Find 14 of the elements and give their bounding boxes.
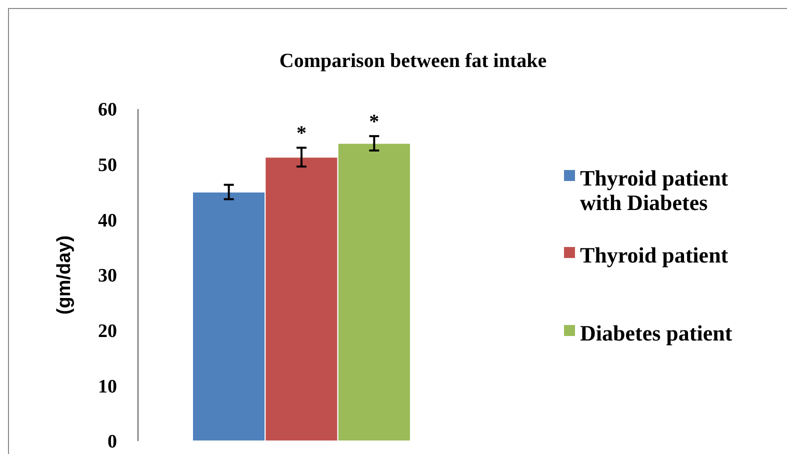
y-tick-label: 60 (98, 100, 117, 121)
legend-label: Thyroid patient with Diabetes (580, 166, 729, 215)
y-axis-title: (gm/day) (54, 235, 75, 315)
chart-title: Comparison between fat intake (279, 50, 547, 72)
data-label: * (296, 122, 306, 145)
y-tick-label: 50 (98, 154, 117, 176)
legend-label: Diabetes patient (580, 320, 733, 346)
y-tick-label: 40 (98, 210, 117, 232)
y-tick-label: 10 (98, 376, 117, 398)
y-tick-label: 0 (108, 432, 117, 453)
data-label: * (369, 111, 380, 134)
y-tick-label: 30 (98, 266, 117, 287)
y-tick-label: 20 (98, 320, 117, 342)
legend-label: Thyroid patient (580, 242, 729, 268)
